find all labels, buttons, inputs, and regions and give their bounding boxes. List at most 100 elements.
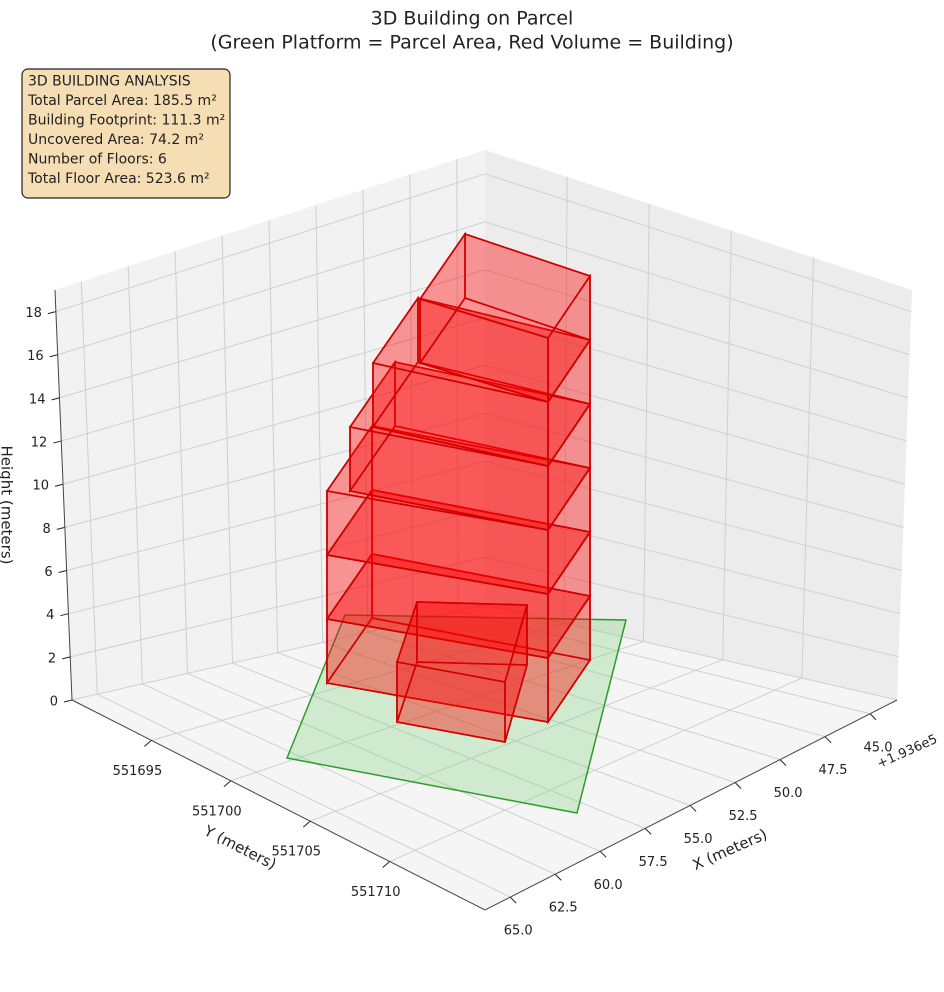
grid-line xyxy=(484,556,899,658)
grid-line xyxy=(97,693,511,898)
x-tick-label: 55.0 xyxy=(684,832,713,847)
info-line: Total Floor Area: 523.6 m² xyxy=(27,171,210,187)
y-tick-label: 551705 xyxy=(271,845,321,860)
z-tick xyxy=(51,397,60,401)
grid-line xyxy=(367,631,781,761)
z-axis-label: Height (meters) xyxy=(0,446,16,565)
z-tick-label: 6 xyxy=(44,565,52,580)
z-tick xyxy=(62,656,71,660)
grid-line xyxy=(484,508,901,615)
grid-line xyxy=(484,269,909,399)
z-tick xyxy=(49,354,58,358)
z-tick-label: 10 xyxy=(33,479,50,494)
info-box xyxy=(21,68,231,199)
grid-line xyxy=(642,203,650,642)
x-tick-label: 45.0 xyxy=(864,740,893,755)
x-tick xyxy=(689,805,697,812)
x-tick-label: 62.5 xyxy=(549,901,578,916)
z-tick xyxy=(60,613,69,617)
grid-line xyxy=(71,604,486,701)
info-line: 3D BUILDING ANALYSIS xyxy=(28,74,191,90)
z-tick-label: 4 xyxy=(46,608,54,623)
grid-line xyxy=(277,652,691,806)
y-tick-label: 551710 xyxy=(351,885,401,900)
x-tick xyxy=(599,850,607,858)
grid-line xyxy=(57,221,486,356)
x-tick-label: 47.5 xyxy=(819,763,848,778)
building-annex xyxy=(395,601,529,683)
grid-line xyxy=(389,677,803,862)
left-pane xyxy=(55,150,485,700)
x-tick xyxy=(554,873,562,881)
x-tick xyxy=(824,736,832,744)
x-tick-label: 65.0 xyxy=(504,924,533,939)
grid-line xyxy=(174,250,188,674)
grid-line xyxy=(230,641,644,782)
chart-title: 3D Building on Parcel xyxy=(371,8,574,30)
grid-line xyxy=(232,662,646,829)
grid-line xyxy=(68,508,486,615)
z-tick xyxy=(56,526,65,530)
grid-line xyxy=(315,205,324,643)
grid-line xyxy=(484,317,907,442)
grid-line xyxy=(221,235,234,664)
grid-line xyxy=(268,220,279,653)
z-tick-label: 8 xyxy=(43,522,51,537)
grid-line xyxy=(62,365,486,485)
grid-line xyxy=(187,672,601,852)
grid-line xyxy=(484,173,912,313)
y-axis-label: Y (meters) xyxy=(200,821,279,873)
grid-line xyxy=(310,659,723,822)
x-tick xyxy=(869,713,877,721)
x-tick-label: 50.0 xyxy=(774,786,803,801)
grid-line xyxy=(362,189,369,632)
grid-line xyxy=(55,173,486,313)
parcel-platform xyxy=(285,614,627,814)
grid-line xyxy=(409,174,414,622)
y-tick xyxy=(144,740,152,747)
z-tick xyxy=(47,311,57,315)
x-tick xyxy=(734,782,742,789)
info-line: Total Parcel Area: 185.5 m² xyxy=(27,93,217,109)
grid-line xyxy=(484,365,906,485)
z-tick-label: 2 xyxy=(48,651,56,666)
grid-line xyxy=(59,269,486,399)
grid-line xyxy=(142,683,556,875)
x-tick xyxy=(644,828,652,835)
y-tick xyxy=(302,820,311,828)
z-tick xyxy=(53,440,62,444)
grid xyxy=(47,159,912,911)
axis-edges xyxy=(54,289,898,911)
grid-line xyxy=(484,412,904,528)
info-line: Number of Floors: 6 xyxy=(28,152,167,168)
x-tick-label: 57.5 xyxy=(639,855,668,870)
z-tick-label: 18 xyxy=(25,306,42,321)
grid-line xyxy=(66,460,486,572)
grid-line xyxy=(484,604,898,701)
grid-line xyxy=(484,460,902,572)
x-tick-label: 60.0 xyxy=(594,878,623,893)
z-tick xyxy=(58,570,67,574)
z-tick xyxy=(63,699,73,703)
info-line: Uncovered Area: 74.2 m² xyxy=(28,132,204,148)
y-tick xyxy=(382,861,391,868)
grid-line xyxy=(151,622,565,741)
z-tick xyxy=(54,483,64,487)
grid-line xyxy=(801,257,814,679)
grid-line xyxy=(127,266,143,684)
info-line: Building Footprint: 111.3 m² xyxy=(28,113,225,129)
building-floor xyxy=(418,233,592,339)
grid-line xyxy=(80,281,98,695)
x-tick xyxy=(509,896,517,904)
z-tick-label: 16 xyxy=(27,349,44,364)
x-tick xyxy=(779,759,787,766)
y-tick-label: 551700 xyxy=(192,804,242,819)
grid-line xyxy=(322,641,736,784)
grid-line xyxy=(456,159,459,612)
scene xyxy=(285,231,627,814)
y-tick-label: 551695 xyxy=(113,764,163,779)
grid-line xyxy=(484,221,910,356)
x-tick-label: 52.5 xyxy=(729,809,758,824)
grid-line xyxy=(412,621,826,738)
